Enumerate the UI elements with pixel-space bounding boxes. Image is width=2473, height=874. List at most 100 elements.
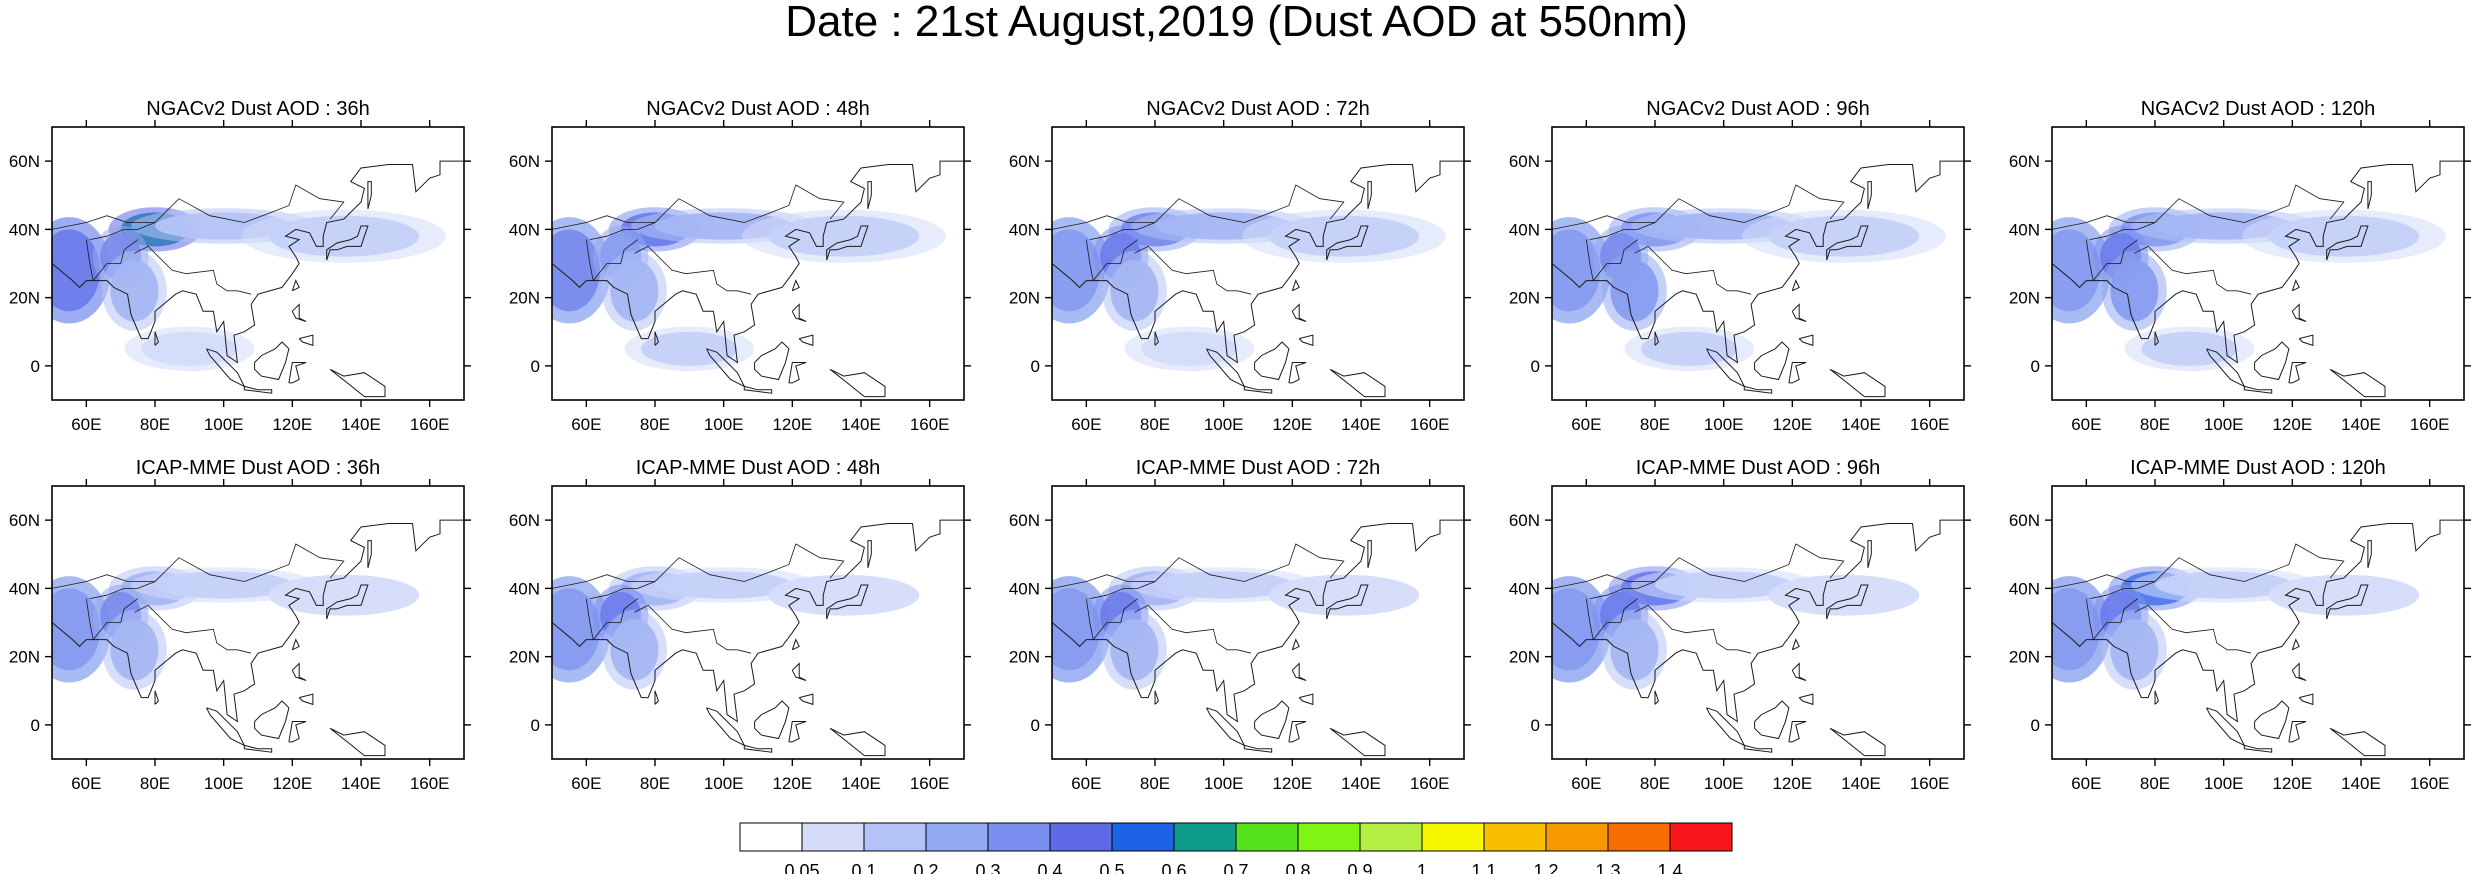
island-coastline	[2291, 662, 2307, 681]
island-coastline	[743, 744, 773, 753]
island-coastline	[2329, 727, 2386, 757]
dust-plume-halo	[2101, 609, 2167, 690]
island-coastline	[291, 662, 307, 681]
island-coastline	[2288, 721, 2307, 743]
island-coastline	[791, 662, 807, 681]
island-coastline	[254, 341, 290, 381]
lat-tick-label: 20N	[2009, 648, 2040, 667]
panel-title: NGACv2 Dust AOD : 120h	[2141, 98, 2376, 120]
colorbar-label: 0.05	[784, 861, 819, 874]
country-border	[1634, 245, 1752, 295]
dust-plume-halo	[2101, 250, 2167, 331]
dust-field	[552, 566, 920, 690]
island-coastline	[654, 690, 659, 705]
island-coastline	[1743, 744, 1773, 753]
island-coastline	[1291, 279, 1300, 292]
lon-tick-label: 80E	[2140, 774, 2170, 793]
country-border	[1592, 239, 1639, 281]
coastlines	[552, 519, 964, 757]
country-border	[1592, 598, 1639, 640]
country-border	[592, 239, 639, 281]
dust-plume-halo	[601, 250, 667, 331]
country-border	[1092, 598, 1139, 640]
lat-tick-label: 0	[1031, 716, 1040, 735]
lon-tick-label: 140E	[2341, 774, 2381, 793]
country-border	[89, 543, 345, 599]
dust-plume-halo	[1601, 250, 1667, 331]
colorbar-swatch	[1669, 822, 1733, 852]
colorbar-label: 0.3	[975, 861, 1000, 874]
lat-tick-label: 40N	[1009, 220, 1040, 239]
island-coastline	[1254, 341, 1290, 381]
island-coastline	[1743, 385, 1773, 394]
lon-tick-label: 100E	[204, 415, 244, 434]
country-border	[134, 245, 252, 295]
island-coastline	[2254, 341, 2290, 381]
country-border	[2134, 245, 2252, 295]
map-frame	[551, 126, 965, 401]
lon-tick-label: 60E	[1071, 415, 1101, 434]
lat-tick-label: 0	[1531, 716, 1540, 735]
island-coastline	[1367, 181, 1372, 210]
map-panel-7: 60E 80E 100E 120E 140E 160E 60N 40N 20N 0 ICAP-MME…	[509, 457, 971, 793]
map-frame	[1051, 126, 1465, 401]
panel-title: ICAP-MME Dust AOD : 72h	[1136, 457, 1381, 479]
island-coastline	[1154, 690, 1159, 705]
island-coastline	[829, 727, 886, 757]
map-frame	[551, 485, 965, 760]
dust-plume-halo	[1601, 609, 1667, 690]
colorbar-label: 0.7	[1223, 861, 1248, 874]
map-panels: 60E 80E 100E 120E 140E 160E 60N 40N 20N 0 NGACv2 D…	[9, 98, 2471, 793]
colorbar-label: 0.4	[1037, 861, 1062, 874]
country-border	[1585, 598, 1594, 640]
panel-title: NGACv2 Dust AOD : 72h	[1146, 98, 1369, 120]
island-coastline	[1298, 693, 1314, 706]
map-frame	[51, 126, 465, 401]
country-border	[2085, 598, 2094, 640]
coastlines	[1552, 519, 1964, 757]
coastlines	[2052, 519, 2464, 757]
lat-tick-label: 0	[531, 716, 540, 735]
country-border	[1092, 239, 1139, 281]
country-border	[592, 598, 639, 640]
island-coastline	[1791, 303, 1807, 322]
lon-tick-label: 160E	[2410, 774, 2450, 793]
map-panel-9: 60E 80E 100E 120E 140E 160E 60N 40N 20N 0 ICAP-MME…	[1509, 457, 1971, 793]
island-coastline	[291, 279, 300, 292]
colorbar-swatch	[1235, 822, 1299, 852]
dust-plume	[768, 574, 920, 616]
island-coastline	[1243, 744, 1273, 753]
lon-tick-label: 60E	[71, 415, 101, 434]
lat-tick-label: 20N	[9, 289, 40, 308]
island-coastline	[2154, 331, 2159, 346]
lon-tick-label: 140E	[1841, 774, 1881, 793]
island-coastline	[829, 368, 886, 398]
panel-title: NGACv2 Dust AOD : 96h	[1646, 98, 1869, 120]
panel-title: ICAP-MME Dust AOD : 120h	[2130, 457, 2386, 479]
island-coastline	[2329, 368, 2386, 398]
country-border	[89, 184, 345, 240]
lon-tick-label: 120E	[2272, 415, 2312, 434]
country-border	[52, 574, 155, 589]
dust-field	[1552, 207, 1946, 371]
lon-tick-label: 60E	[2071, 774, 2101, 793]
country-border	[2089, 184, 2345, 240]
country-border	[92, 598, 139, 640]
map-frame	[2051, 485, 2465, 760]
lat-tick-label: 60N	[9, 152, 40, 171]
map-panel-5: 60E 80E 100E 120E 140E 160E 60N 40N 20N 0 NGACv2 D…	[2009, 98, 2471, 434]
dust-plume	[2268, 574, 2420, 616]
island-coastline	[798, 334, 814, 347]
panel-title: ICAP-MME Dust AOD : 36h	[136, 457, 381, 479]
dust-plume-halo	[101, 609, 167, 690]
island-coastline	[791, 279, 800, 292]
island-coastline	[2288, 362, 2307, 384]
island-coastline	[2154, 690, 2159, 705]
island-coastline	[2291, 638, 2300, 651]
lon-tick-label: 120E	[272, 415, 312, 434]
country-border	[634, 604, 752, 654]
lon-tick-label: 60E	[571, 774, 601, 793]
lat-tick-label: 60N	[9, 511, 40, 530]
mainland-coastline	[1552, 519, 1964, 723]
lon-tick-label: 160E	[1910, 774, 1950, 793]
